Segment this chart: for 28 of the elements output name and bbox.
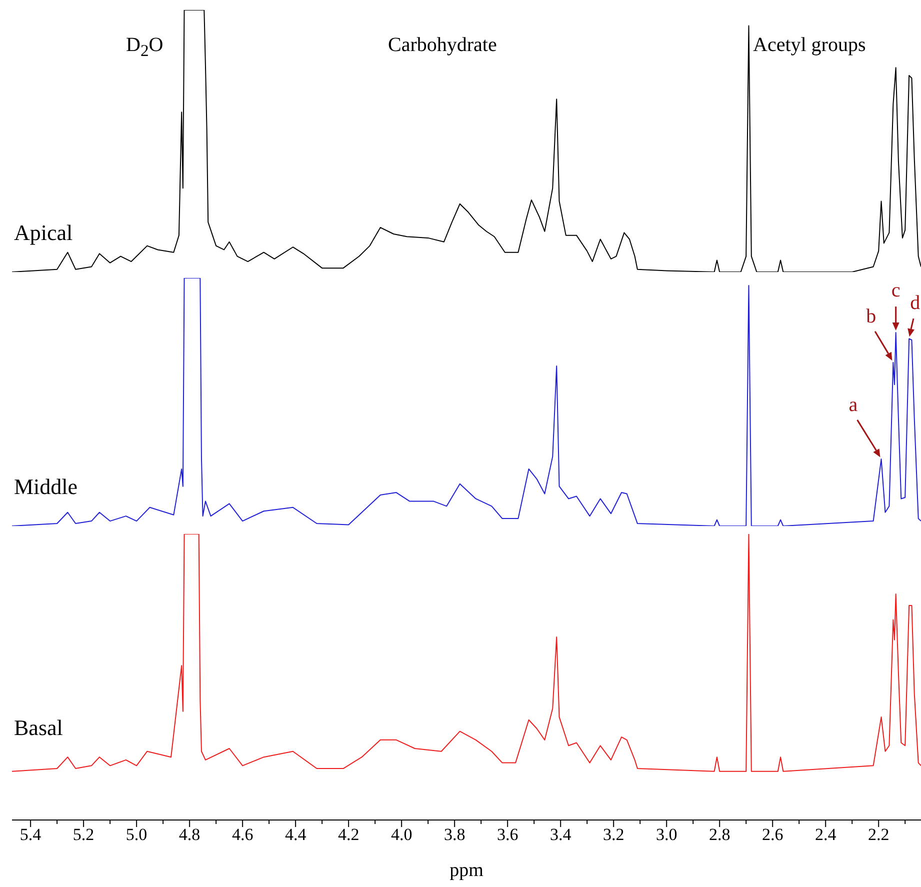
- x-tick-label: 3.0: [656, 825, 678, 844]
- x-tick-label: 5.2: [72, 825, 94, 844]
- x-tick-label: 2.2: [868, 825, 890, 844]
- x-tick-label: 4.4: [284, 825, 307, 844]
- annotation: a: [848, 394, 858, 416]
- x-tick-label: 4.6: [232, 825, 254, 844]
- x-tick-label: 4.0: [390, 825, 412, 844]
- series-label: Middle: [14, 474, 78, 500]
- x-tick-label: 2.6: [762, 825, 784, 844]
- x-tick-label: 3.6: [496, 825, 518, 844]
- x-tick-label: 4.8: [178, 825, 200, 844]
- x-tick-label: 5.0: [126, 825, 148, 844]
- x-tick-label: 3.2: [602, 825, 624, 844]
- series-label: Basal: [14, 715, 63, 741]
- x-tick-label: 3.8: [444, 825, 466, 844]
- annotation: b: [866, 305, 876, 328]
- x-tick-label: 2.4: [814, 825, 837, 844]
- annotation: Acetyl groups: [753, 34, 866, 57]
- annotation: Carbohydrate: [388, 34, 497, 57]
- annotation: d: [910, 292, 920, 314]
- x-tick-label: 3.4: [550, 825, 572, 844]
- x-tick-label: 5.4: [20, 825, 42, 844]
- x-tick-label: 2.8: [708, 825, 730, 844]
- x-axis-title: ppm: [450, 860, 484, 881]
- x-tick-label: 4.2: [338, 825, 360, 844]
- series-label: Apical: [14, 220, 73, 246]
- annotation: D$_{2}$O: [126, 34, 164, 61]
- annotation: c: [891, 280, 900, 302]
